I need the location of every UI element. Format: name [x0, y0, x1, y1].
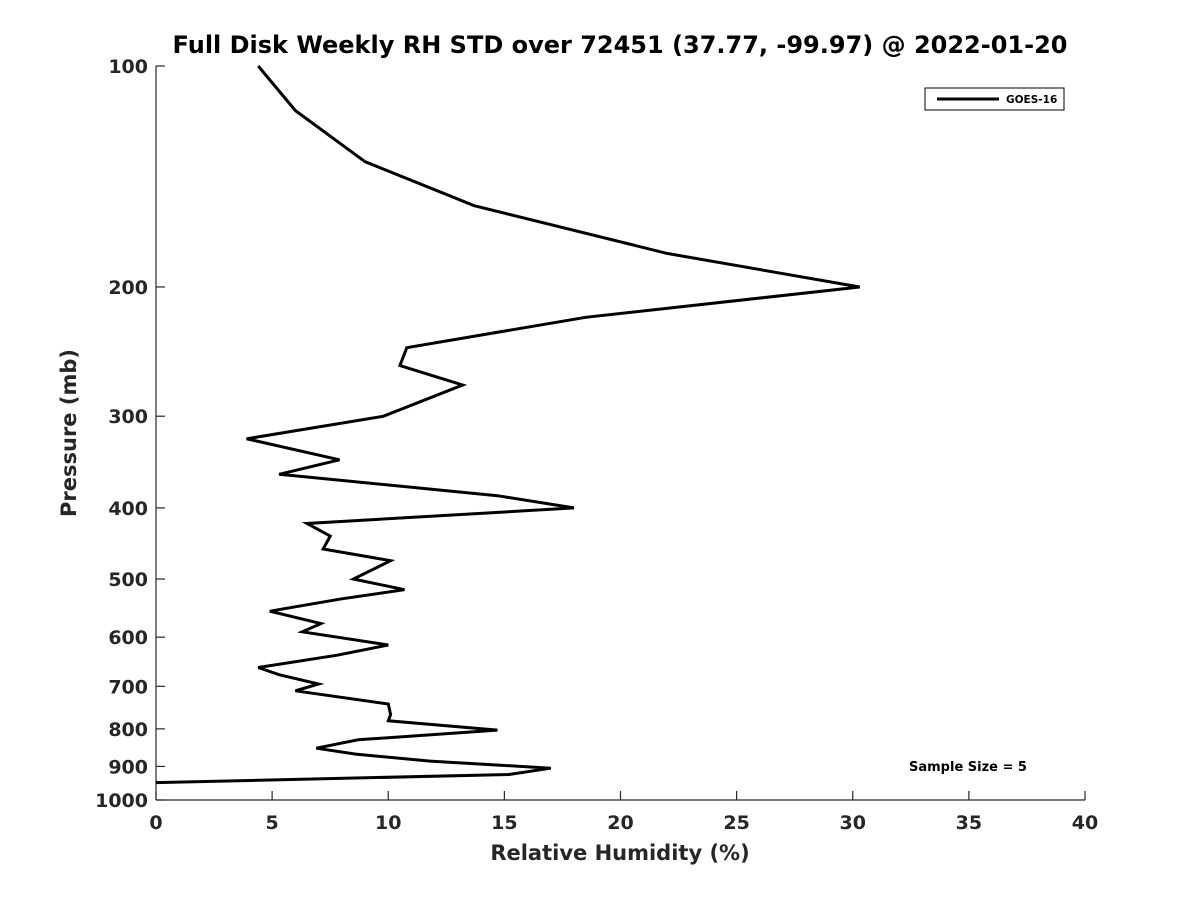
- y-axis-label: Pressure (mb): [57, 349, 81, 517]
- series-group: [155, 65, 860, 785]
- x-tick-label: 10: [375, 812, 401, 834]
- y-tick-label: 300: [108, 406, 148, 428]
- x-axis-label: Relative Humidity (%): [490, 841, 749, 865]
- y-tick-label: 400: [108, 498, 148, 520]
- y-tick-label: 900: [108, 756, 148, 778]
- y-tick-label: 700: [108, 676, 148, 698]
- x-tick-label: 25: [723, 812, 749, 834]
- x-tick-label: 0: [149, 812, 162, 834]
- y-tick-label: 1000: [95, 790, 148, 812]
- x-tick-label: 35: [956, 812, 982, 834]
- x-tick-label: 5: [266, 812, 279, 834]
- x-ticks: 0 5 10 15 20 25 30 35 40: [149, 791, 1098, 834]
- legend-label: GOES-16: [1006, 94, 1057, 106]
- chart-title: Full Disk Weekly RH STD over 72451 (37.7…: [173, 31, 1068, 59]
- y-tick-label: 600: [108, 627, 148, 649]
- x-tick-label: 40: [1072, 812, 1098, 834]
- y-tick-label: 200: [108, 277, 148, 299]
- x-tick-label: 30: [840, 812, 866, 834]
- y-tick-label: 500: [108, 569, 148, 591]
- legend: GOES-16: [924, 87, 1065, 111]
- series-line-goes16: [155, 65, 860, 785]
- y-tick-label: 800: [108, 719, 148, 741]
- sample-size-annotation: Sample Size = 5: [909, 760, 1027, 775]
- y-tick-label: 100: [108, 56, 148, 78]
- x-tick-label: 20: [607, 812, 633, 834]
- y-ticks: 100 200 300 400 500 600 700 800 900 1000: [95, 56, 165, 812]
- x-tick-label: 15: [491, 812, 517, 834]
